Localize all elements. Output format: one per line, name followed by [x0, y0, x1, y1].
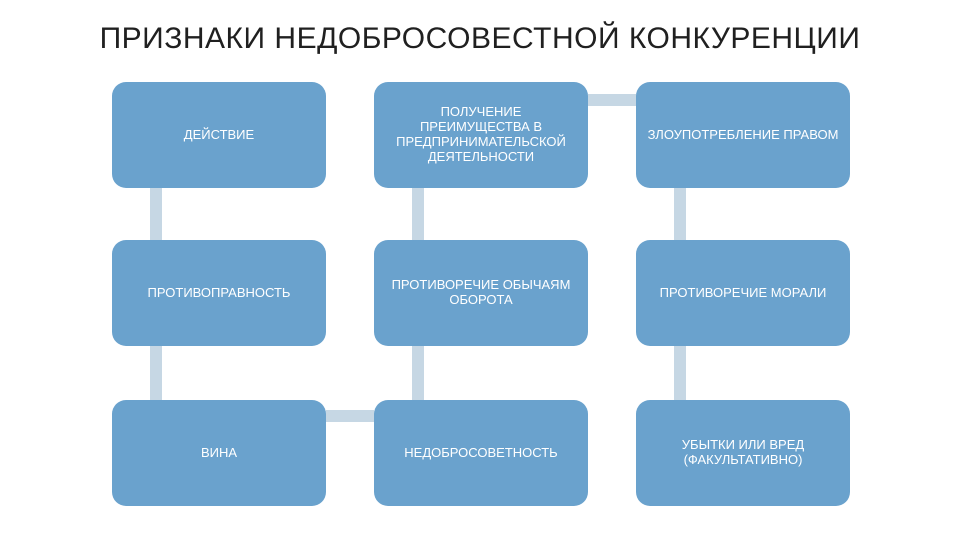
- node-bad-faith: НЕДОБРОСОВЕТНОСТЬ: [374, 400, 588, 506]
- node-damages: УБЫТКИ ИЛИ ВРЕД (ФАКУЛЬТАТИВНО): [636, 400, 850, 506]
- connector-4: [150, 346, 162, 400]
- connector-3: [674, 188, 686, 240]
- connector-2: [412, 188, 424, 240]
- connector-5: [412, 346, 424, 400]
- connector-6: [674, 346, 686, 400]
- node-advantage: ПОЛУЧЕНИЕ ПРЕИМУЩЕСТВА В ПРЕДПРИНИМАТЕЛЬ…: [374, 82, 588, 188]
- node-illegality: ПРОТИВОПРАВНОСТЬ: [112, 240, 326, 346]
- connector-1: [150, 188, 162, 240]
- node-action: ДЕЙСТВИЕ: [112, 82, 326, 188]
- diagram-grid: ДЕЙСТВИЕ ПОЛУЧЕНИЕ ПРЕИМУЩЕСТВА В ПРЕДПР…: [112, 82, 850, 514]
- page-title: ПРИЗНАКИ НЕДОБРОСОВЕСТНОЙ КОНКУРЕНЦИИ: [0, 0, 960, 56]
- connector-0: [588, 94, 636, 106]
- node-moral: ПРОТИВОРЕЧИЕ МОРАЛИ: [636, 240, 850, 346]
- node-custom: ПРОТИВОРЕЧИЕ ОБЫЧАЯМ ОБОРОТА: [374, 240, 588, 346]
- node-abuse: ЗЛОУПОТРЕБЛЕНИЕ ПРАВОМ: [636, 82, 850, 188]
- connector-7: [326, 410, 374, 422]
- node-guilt: ВИНА: [112, 400, 326, 506]
